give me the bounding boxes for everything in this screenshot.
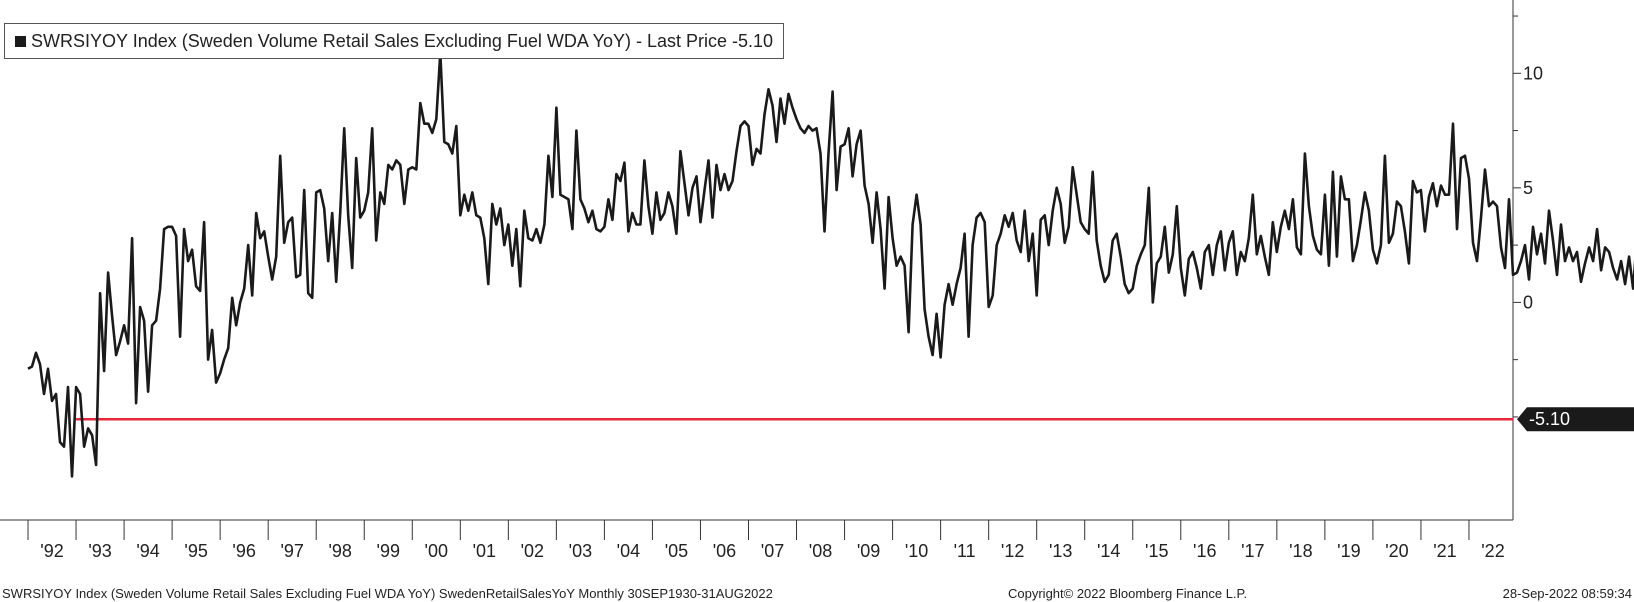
x-tick-label: '95 xyxy=(184,541,207,561)
x-tick-label: '15 xyxy=(1145,541,1168,561)
x-tick-label: '00 xyxy=(425,541,448,561)
y-axis: 10 5 0 xyxy=(1513,15,1543,418)
last-price-badge: -5.10 xyxy=(1517,407,1634,432)
x-axis: '92 '93 '94 '95 '96 '97 '98 '99 '00 '01 '02 '03 '04 '… xyxy=(27,520,1505,561)
x-tick-label: '20 xyxy=(1385,541,1408,561)
x-tick-label: '97 xyxy=(280,541,303,561)
footer-source: SWRSIYOY Index (Sweden Volume Retail Sal… xyxy=(2,586,773,601)
x-tick-label: '17 xyxy=(1241,541,1264,561)
x-tick-label: '12 xyxy=(1001,541,1024,561)
x-tick-label: '19 xyxy=(1337,541,1360,561)
x-tick-label: '05 xyxy=(665,541,688,561)
x-tick-label: '14 xyxy=(1097,541,1120,561)
x-tick-label: '21 xyxy=(1433,541,1456,561)
x-tick-label: '94 xyxy=(136,541,159,561)
legend-swatch xyxy=(15,35,26,47)
x-tick-label: '09 xyxy=(857,541,880,561)
footer-timestamp: 28-Sep-2022 08:59:34 xyxy=(1502,586,1632,601)
x-tick-label: '07 xyxy=(761,541,784,561)
plot-area: 10 5 0 '92 '93 '94 '95 '96 '97 '98 '99 '00 '01 '02 '0… xyxy=(0,0,1634,561)
x-tick-label: '92 xyxy=(40,541,63,561)
x-tick-label: '01 xyxy=(473,541,496,561)
x-tick-label: '22 xyxy=(1481,541,1504,561)
last-price-badge-shape xyxy=(1517,407,1634,432)
x-tick-label: '06 xyxy=(713,541,736,561)
y-tick-label: 5 xyxy=(1523,178,1533,198)
x-tick-label: '93 xyxy=(88,541,111,561)
x-tick-label: '18 xyxy=(1289,541,1312,561)
last-price-label: -5.10 xyxy=(1529,409,1570,429)
x-tick-label: '99 xyxy=(377,541,400,561)
legend-label: SWRSIYOY Index (Sweden Volume Retail Sal… xyxy=(31,30,774,51)
legend: SWRSIYOY Index (Sweden Volume Retail Sal… xyxy=(4,23,785,59)
x-tick-label: '08 xyxy=(809,541,832,561)
x-tick-label: '16 xyxy=(1193,541,1216,561)
x-tick-label: '03 xyxy=(569,541,592,561)
x-tick-label: '96 xyxy=(232,541,255,561)
x-tick-label: '13 xyxy=(1049,541,1072,561)
y-tick-label: 10 xyxy=(1523,63,1543,83)
x-tick-label: '11 xyxy=(954,541,976,561)
y-tick-label: 0 xyxy=(1523,292,1533,312)
x-tick-label: '04 xyxy=(617,541,640,561)
x-tick-label: '10 xyxy=(905,541,928,561)
series-line xyxy=(27,51,1634,478)
footer-copyright: Copyright© 2022 Bloomberg Finance L.P. xyxy=(1008,586,1248,601)
x-tick-label: '02 xyxy=(521,541,544,561)
x-tick-label: '98 xyxy=(328,541,351,561)
